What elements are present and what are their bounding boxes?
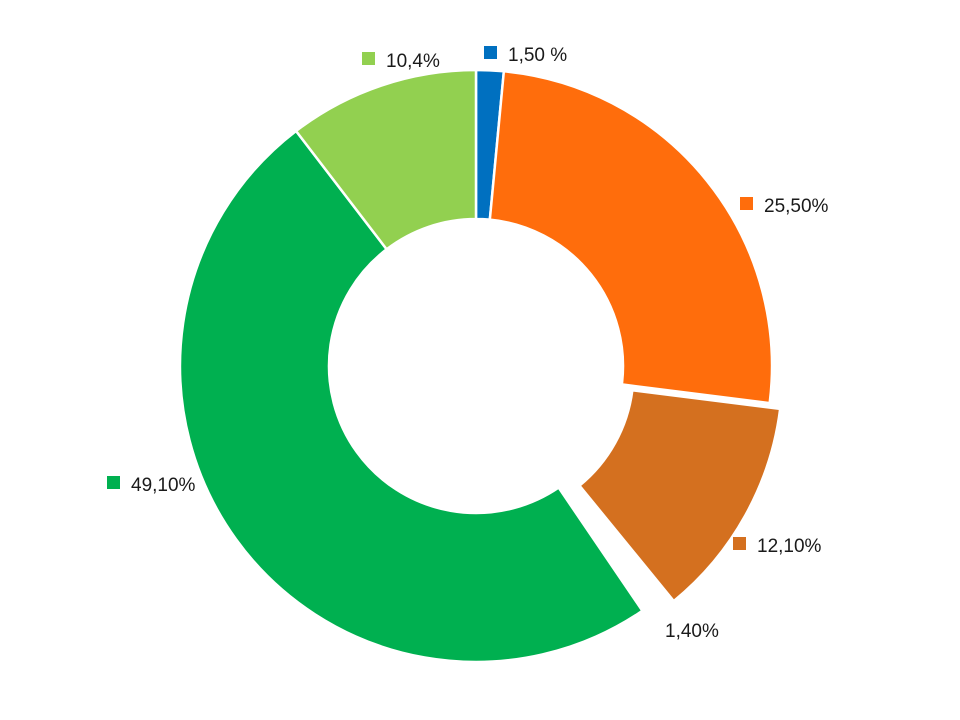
slice-label-3: 1,40% (665, 621, 719, 642)
slice-label-0: 1,50 % (508, 45, 567, 66)
slice-label-5: 10,4% (386, 51, 440, 72)
slice-label-2: 12,10% (757, 536, 822, 557)
slice-label-4: 49,10% (131, 475, 196, 496)
label-marker-4 (107, 476, 120, 489)
label-marker-2 (733, 537, 746, 550)
donut-slice-4 (178, 129, 645, 664)
label-marker-0 (484, 46, 497, 59)
label-marker-1 (740, 197, 753, 210)
donut-slice-2 (577, 388, 782, 603)
donut-slice-1 (488, 69, 774, 405)
slice-labels: 1,50 % 25,50% 12,10% 1,40% 49,10% 10,4% (107, 45, 829, 642)
slice-label-1: 25,50% (764, 196, 829, 217)
label-marker-5 (362, 52, 375, 65)
donut-slices (178, 68, 782, 664)
donut-slice-5 (294, 68, 478, 252)
